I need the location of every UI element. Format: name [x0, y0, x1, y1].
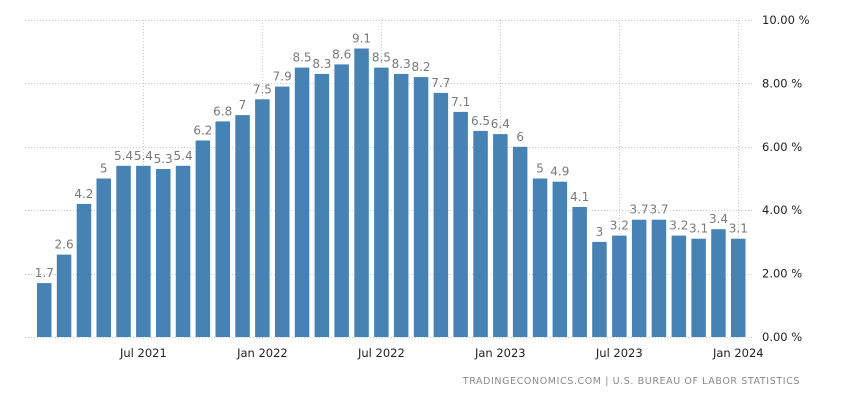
- bar: [592, 241, 607, 337]
- bar: [691, 238, 706, 337]
- bars: [37, 48, 746, 338]
- bar-value-label: 5: [536, 162, 544, 176]
- bar-value-label: 5.4: [134, 149, 153, 163]
- bar-value-label: 4.1: [570, 190, 589, 204]
- bar-value-label: 7.9: [273, 70, 292, 84]
- bar-value-label: 8.3: [312, 57, 331, 71]
- bar: [413, 77, 429, 337]
- bar: [275, 86, 290, 337]
- bar-value-label: 6.2: [193, 124, 212, 138]
- bar-value-label: 8.5: [372, 51, 391, 65]
- x-tick-label: Jan 2023: [474, 346, 526, 360]
- y-tick-label: 2.00 %: [762, 267, 802, 281]
- bar: [175, 165, 191, 337]
- bar-value-label: 3.7: [630, 203, 649, 217]
- x-tick-label: Jul 2021: [119, 346, 167, 360]
- bar-value-label: 3.1: [729, 222, 748, 236]
- x-tick-label: Jan 2022: [236, 346, 288, 360]
- bar-value-label: 3.1: [689, 222, 708, 236]
- bar: [37, 283, 52, 337]
- bar-value-label: 3.2: [610, 219, 629, 233]
- bar: [56, 254, 72, 337]
- bar-value-label: 6.5: [471, 114, 490, 128]
- bar-value-label: 7.1: [451, 95, 470, 109]
- bar: [215, 121, 230, 338]
- bar-value-label: 7: [239, 98, 247, 112]
- bar: [294, 67, 310, 337]
- bar: [393, 73, 409, 338]
- bar-value-label: 8.3: [392, 57, 411, 71]
- bar-value-label: 3.4: [709, 212, 728, 226]
- bar-value-label: 3: [596, 225, 604, 239]
- bar-value-label: 5.3: [154, 152, 173, 166]
- x-axis: Jul 2021 Jan 2022 Jul 2022 Jan 2023 Jul 2023…: [119, 346, 764, 360]
- bar: [493, 134, 508, 337]
- bar-value-label: 3.7: [649, 203, 668, 217]
- bar-value-label: 8.5: [292, 51, 311, 65]
- bar-value-label: 8.6: [332, 47, 351, 61]
- bar: [453, 111, 468, 338]
- bar: [651, 219, 667, 337]
- bar-value-label: 9.1: [352, 32, 371, 46]
- bar: [374, 67, 389, 337]
- bar: [116, 165, 131, 337]
- x-tick-label: Jan 2024: [712, 346, 764, 360]
- bar-value-label: 4.9: [550, 165, 569, 179]
- bar: [532, 178, 548, 337]
- bar: [136, 165, 151, 337]
- bar-value-label: 2.6: [55, 238, 74, 252]
- bar-value-label: 8.2: [411, 60, 430, 74]
- x-tick-label: Jul 2022: [357, 346, 405, 360]
- y-tick-label: 4.00 %: [762, 203, 802, 217]
- bar: [334, 64, 349, 338]
- bar: [235, 115, 250, 337]
- y-tick-label: 10.00 %: [762, 13, 810, 27]
- bar: [512, 146, 528, 337]
- bar-value-label: 5.4: [114, 149, 133, 163]
- bar: [314, 73, 330, 338]
- bar-value-label: 6.8: [213, 104, 232, 118]
- bar-value-label: 5.4: [174, 149, 193, 163]
- bar: [711, 229, 726, 337]
- bar: [572, 207, 587, 337]
- bar: [354, 48, 369, 337]
- bar: [195, 140, 211, 337]
- bar-value-label: 5: [100, 162, 108, 176]
- bar: [731, 238, 746, 337]
- bar-value-label: 7.7: [431, 76, 450, 90]
- source-attribution: TRADINGECONOMICS.COM | U.S. BUREAU OF LA…: [462, 376, 800, 387]
- bar: [433, 92, 449, 338]
- bar: [612, 235, 627, 337]
- bar: [631, 219, 647, 337]
- bar-value-label: 3.2: [669, 219, 688, 233]
- bar: [96, 178, 111, 337]
- bar: [255, 99, 270, 338]
- bar: [76, 203, 92, 337]
- y-tick-label: 8.00 %: [762, 76, 802, 90]
- bar-value-label: 4.2: [74, 187, 93, 201]
- bar: [156, 169, 171, 337]
- bar-value-label: 1.7: [35, 266, 54, 280]
- y-tick-label: 6.00 %: [762, 140, 802, 154]
- bar: [473, 130, 488, 337]
- y-tick-label: 0.00 %: [762, 330, 802, 344]
- y-axis: 0.00 % 2.00 % 4.00 % 6.00 % 8.00 % 10.00 %: [762, 13, 810, 344]
- bar-value-label: 6: [516, 130, 524, 144]
- bar: [552, 181, 568, 337]
- bar-value-label: 6.4: [491, 117, 510, 131]
- bar: [671, 235, 687, 337]
- bar-value-label: 7.5: [253, 82, 272, 96]
- x-tick-label: Jul 2023: [595, 346, 643, 360]
- data-labels: 1.72.64.255.4 5.4 5.3 5.46.26.8 77.57.98.5 8.…: [35, 32, 748, 281]
